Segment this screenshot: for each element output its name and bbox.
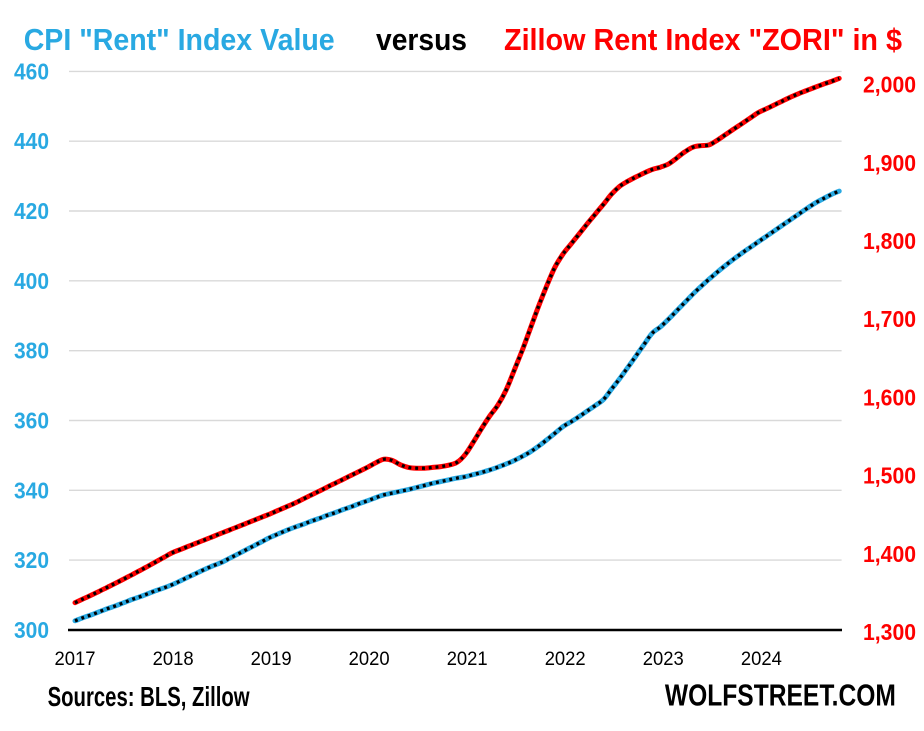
svg-text:CPI "Rent" Index Value: CPI "Rent" Index Value [24, 22, 335, 57]
svg-text:340: 340 [14, 477, 49, 503]
svg-text:440: 440 [14, 128, 49, 154]
svg-text:2017: 2017 [55, 649, 96, 670]
svg-text:WOLFSTREET.COM: WOLFSTREET.COM [665, 678, 896, 713]
svg-text:1,300: 1,300 [863, 619, 916, 645]
svg-text:versus: versus [376, 22, 467, 57]
svg-text:1,400: 1,400 [863, 541, 916, 567]
svg-text:2022: 2022 [545, 649, 586, 670]
svg-text:420: 420 [14, 198, 49, 224]
svg-text:380: 380 [14, 338, 49, 364]
svg-text:460: 460 [14, 58, 49, 84]
svg-text:2021: 2021 [447, 649, 488, 670]
svg-text:1,500: 1,500 [863, 463, 916, 489]
svg-text:320: 320 [14, 547, 49, 573]
svg-text:Sources: BLS, Zillow: Sources: BLS, Zillow [48, 681, 250, 712]
svg-text:2020: 2020 [349, 649, 390, 670]
svg-text:1,600: 1,600 [863, 384, 916, 410]
svg-text:360: 360 [14, 408, 49, 434]
svg-text:300: 300 [14, 617, 49, 643]
svg-text:2023: 2023 [643, 649, 684, 670]
svg-text:2024: 2024 [741, 649, 782, 670]
svg-text:400: 400 [14, 268, 49, 294]
svg-text:1,700: 1,700 [863, 306, 916, 332]
svg-text:Zillow Rent Index "ZORI" in $: Zillow Rent Index "ZORI" in $ [504, 22, 902, 57]
svg-text:1,900: 1,900 [863, 150, 916, 176]
svg-text:2019: 2019 [251, 649, 292, 670]
svg-text:2,000: 2,000 [863, 72, 916, 98]
svg-text:2018: 2018 [153, 649, 194, 670]
svg-text:1,800: 1,800 [863, 228, 916, 254]
